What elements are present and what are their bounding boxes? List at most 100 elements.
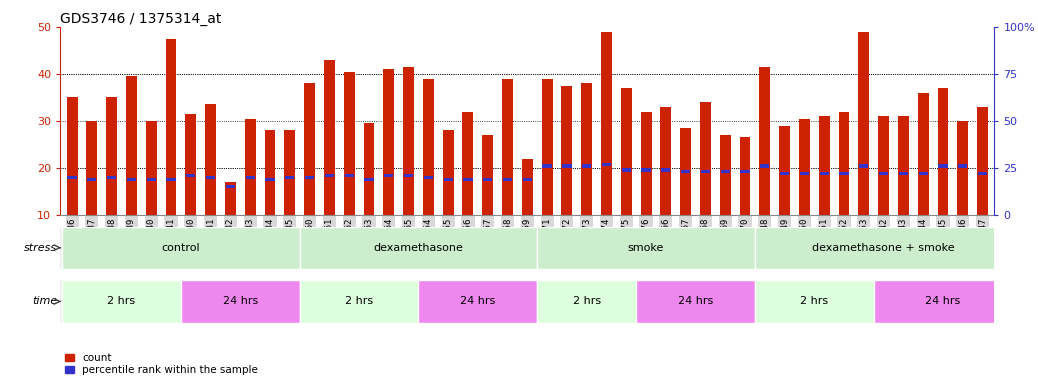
Text: 2 hrs: 2 hrs — [345, 296, 373, 306]
Bar — [384, 174, 393, 177]
Bar — [780, 126, 790, 215]
Bar — [126, 76, 137, 215]
Legend: count, percentile rank within the sample: count, percentile rank within the sample — [65, 353, 258, 375]
Bar — [186, 174, 195, 177]
Bar — [543, 164, 552, 168]
Bar — [186, 114, 196, 215]
Text: 2 hrs: 2 hrs — [108, 296, 136, 306]
Text: dexamethasone + smoke: dexamethasone + smoke — [813, 243, 955, 253]
Bar — [562, 86, 572, 215]
Bar — [878, 116, 889, 215]
Bar — [858, 31, 869, 215]
Bar — [403, 67, 414, 215]
Bar — [422, 79, 434, 215]
Bar — [820, 172, 828, 175]
Bar — [363, 123, 375, 215]
Bar — [740, 137, 750, 215]
Bar — [755, 227, 1012, 269]
Bar — [166, 178, 175, 181]
Bar — [443, 178, 453, 181]
Bar — [418, 280, 538, 323]
Bar — [166, 39, 176, 215]
Bar — [127, 178, 136, 181]
Text: 24 hrs: 24 hrs — [223, 296, 257, 306]
Bar — [502, 178, 512, 181]
Bar — [680, 128, 691, 215]
Bar — [898, 116, 909, 215]
Bar — [424, 176, 433, 179]
Bar — [819, 116, 829, 215]
Bar — [700, 102, 711, 215]
Bar — [483, 135, 493, 215]
Bar — [106, 98, 117, 215]
Bar — [978, 172, 987, 175]
Text: 2 hrs: 2 hrs — [800, 296, 828, 306]
Bar — [206, 104, 216, 215]
Bar — [538, 280, 636, 323]
Bar — [266, 178, 275, 181]
Bar — [300, 227, 538, 269]
Bar — [383, 69, 394, 215]
Bar — [661, 168, 671, 172]
Bar — [582, 164, 592, 168]
Bar — [938, 164, 948, 168]
Bar — [918, 93, 929, 215]
Bar — [601, 31, 612, 215]
Text: 24 hrs: 24 hrs — [460, 296, 495, 306]
Text: dexamethasone: dexamethasone — [374, 243, 463, 253]
Bar — [404, 174, 413, 177]
Text: 2 hrs: 2 hrs — [573, 296, 601, 306]
Bar — [780, 172, 789, 175]
Bar — [874, 280, 1012, 323]
Bar — [146, 178, 156, 181]
Bar — [226, 185, 235, 189]
Bar — [285, 176, 295, 179]
Bar — [87, 178, 97, 181]
Bar — [636, 280, 755, 323]
Bar — [840, 172, 849, 175]
Bar — [66, 98, 78, 215]
Bar — [522, 159, 532, 215]
Bar — [538, 227, 755, 269]
Text: 24 hrs: 24 hrs — [925, 296, 960, 306]
Bar — [206, 176, 215, 179]
Bar — [345, 174, 354, 177]
Bar — [364, 178, 374, 181]
Bar — [899, 172, 908, 175]
Bar — [442, 131, 454, 215]
Bar — [62, 227, 300, 269]
Bar — [581, 83, 592, 215]
Bar — [622, 168, 631, 172]
Bar — [719, 135, 731, 215]
Bar — [305, 176, 315, 179]
Bar — [760, 164, 769, 168]
Bar — [957, 121, 968, 215]
Bar — [225, 182, 236, 215]
Bar — [681, 170, 690, 174]
Bar — [325, 174, 334, 177]
Bar — [937, 88, 949, 215]
Bar — [463, 178, 472, 181]
Bar — [977, 107, 988, 215]
Bar — [67, 176, 77, 179]
Bar — [324, 60, 335, 215]
Bar — [701, 170, 710, 174]
Bar — [660, 107, 672, 215]
Bar — [641, 168, 651, 172]
Bar — [621, 88, 632, 215]
Bar — [62, 280, 181, 323]
Text: smoke: smoke — [628, 243, 664, 253]
Bar — [304, 83, 315, 215]
Text: time: time — [32, 296, 57, 306]
Bar — [879, 172, 889, 175]
Bar — [483, 178, 492, 181]
Bar — [640, 112, 652, 215]
Bar — [602, 162, 611, 166]
Bar — [799, 119, 810, 215]
Text: 24 hrs: 24 hrs — [678, 296, 713, 306]
Bar — [245, 119, 255, 215]
Bar — [919, 172, 928, 175]
Bar — [86, 121, 98, 215]
Bar — [246, 176, 255, 179]
Text: control: control — [162, 243, 200, 253]
